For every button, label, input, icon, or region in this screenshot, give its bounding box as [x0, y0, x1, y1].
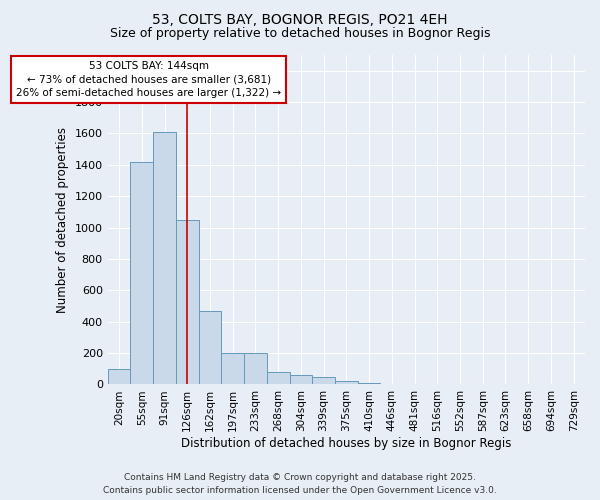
Bar	[199, 310, 221, 384]
Bar	[267, 372, 290, 384]
Text: Contains HM Land Registry data © Crown copyright and database right 2025.
Contai: Contains HM Land Registry data © Crown c…	[103, 474, 497, 495]
Text: 53, COLTS BAY, BOGNOR REGIS, PO21 4EH: 53, COLTS BAY, BOGNOR REGIS, PO21 4EH	[152, 12, 448, 26]
Bar	[358, 383, 380, 384]
Bar	[335, 382, 358, 384]
Bar	[290, 375, 312, 384]
Bar	[221, 353, 244, 384]
Bar	[312, 376, 335, 384]
Bar	[244, 353, 267, 384]
Y-axis label: Number of detached properties: Number of detached properties	[56, 126, 69, 312]
Bar	[153, 132, 176, 384]
Text: Size of property relative to detached houses in Bognor Regis: Size of property relative to detached ho…	[110, 28, 490, 40]
Bar	[130, 162, 153, 384]
Bar	[176, 220, 199, 384]
X-axis label: Distribution of detached houses by size in Bognor Regis: Distribution of detached houses by size …	[181, 437, 512, 450]
Bar	[108, 369, 130, 384]
Text: 53 COLTS BAY: 144sqm
← 73% of detached houses are smaller (3,681)
26% of semi-de: 53 COLTS BAY: 144sqm ← 73% of detached h…	[16, 62, 281, 98]
